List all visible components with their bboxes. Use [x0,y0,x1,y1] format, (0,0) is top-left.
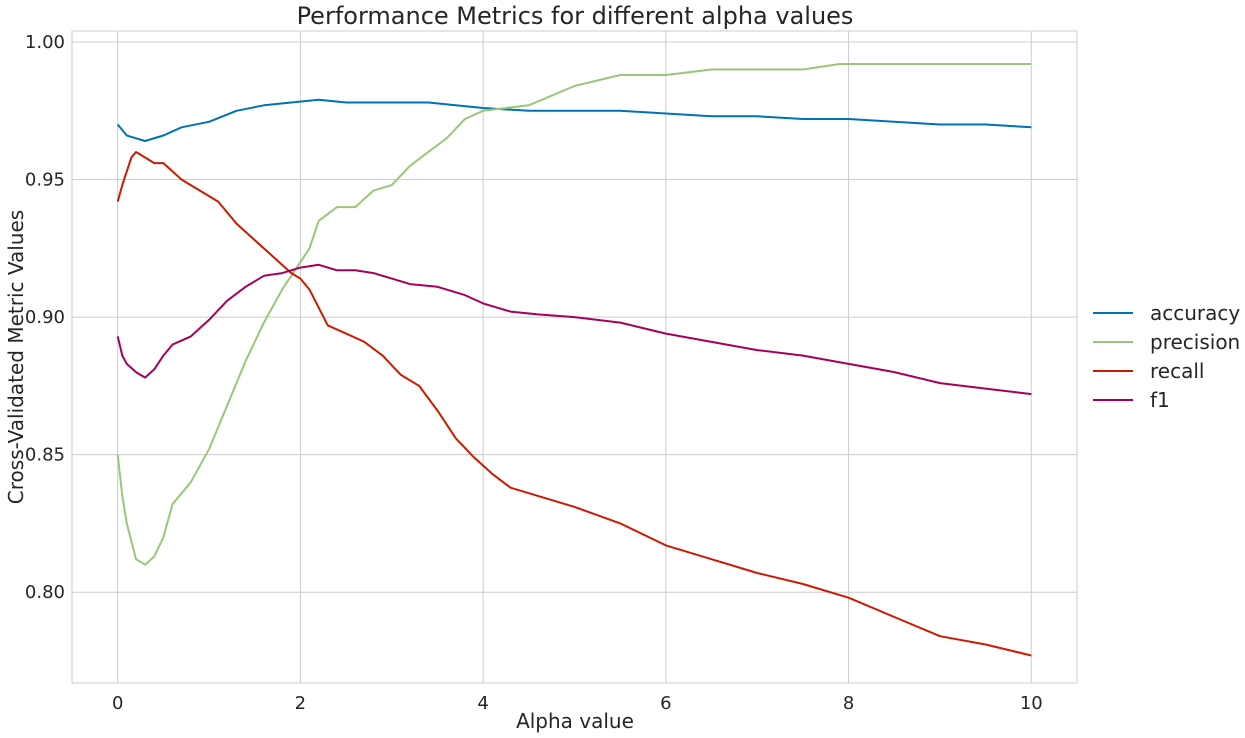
legend: accuracy precision recall f1 [1093,301,1240,412]
series-line-f1 [116,263,1032,396]
legend-label-recall: recall [1150,359,1204,383]
y-tick-label: 0.85 [25,445,65,466]
series-line-precision [116,63,1032,566]
x-tick-label: 2 [295,693,306,714]
series-line-recall [116,151,1032,657]
legend-label-f1: f1 [1150,388,1170,412]
y-tick-label: 1.00 [25,32,65,53]
series-line-accuracy [116,98,1032,142]
legend-label-accuracy: accuracy [1150,301,1240,325]
grid [72,31,1077,683]
x-axis-label: Alpha value [516,709,634,733]
x-tick-label: 8 [843,693,854,714]
y-axis-label: Cross-Validated Metric Values [4,210,28,504]
x-axis-ticks: 0 2 4 6 8 10 [112,693,1043,714]
chart-title: Performance Metrics for different alpha … [297,2,854,30]
x-tick-label: 4 [477,693,488,714]
series-lines [116,63,1032,657]
legend-label-precision: precision [1150,330,1240,354]
x-tick-label: 0 [112,693,123,714]
plot-area [71,30,1078,684]
x-tick-label: 6 [660,693,671,714]
y-tick-label: 0.80 [25,582,65,603]
y-tick-label: 0.95 [25,170,65,191]
x-tick-label: 10 [1020,693,1043,714]
y-tick-label: 0.90 [25,307,65,328]
y-axis-ticks: 0.80 0.85 0.90 0.95 1.00 [25,32,65,603]
